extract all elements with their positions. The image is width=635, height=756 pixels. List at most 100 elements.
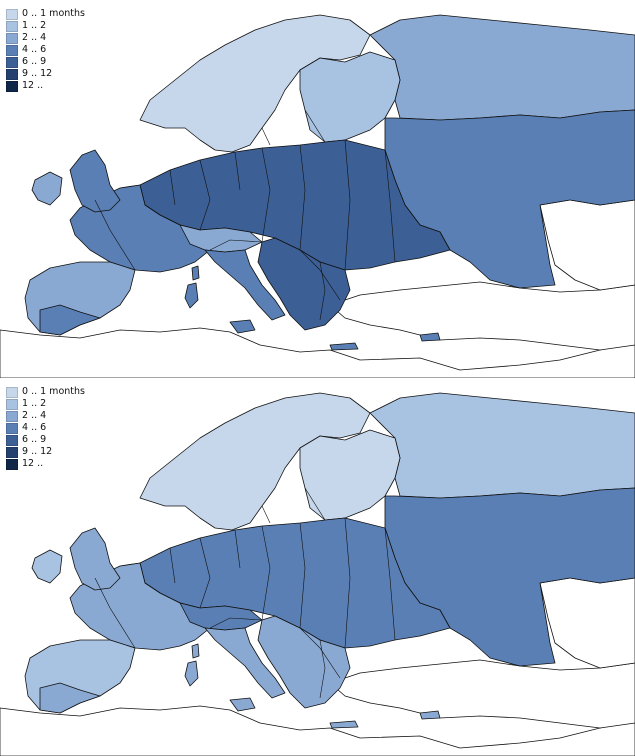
- cyprus-island: [419, 710, 441, 720]
- north-africa: [0, 327, 635, 378]
- region-italy: [204, 627, 286, 699]
- turkey-middle-east: [329, 659, 635, 729]
- crete-island: [329, 720, 359, 729]
- country-border: [299, 144, 306, 251]
- country-border: [94, 199, 136, 271]
- sardinia-island: [184, 282, 199, 309]
- region-russia-north: [369, 392, 635, 499]
- country-border: [119, 184, 141, 189]
- region-ireland: [31, 171, 63, 206]
- legend-item: 1 .. 2: [6, 398, 85, 410]
- legend-swatch: [6, 20, 18, 32]
- legend-swatch: [6, 446, 18, 458]
- country-border: [344, 139, 351, 271]
- legend-swatch: [6, 422, 18, 434]
- country-border: [384, 527, 396, 641]
- country-border: [304, 109, 326, 143]
- region-balkans: [257, 615, 351, 709]
- cyprus-island: [419, 332, 441, 342]
- legend-label: 0 .. 1 months: [22, 386, 85, 397]
- north-africa: [0, 705, 635, 756]
- legend-label: 6 .. 9: [22, 56, 47, 67]
- legend-label: 1 .. 2: [22, 398, 47, 409]
- sicily-island: [229, 697, 256, 712]
- turkey-middle-east: [329, 281, 635, 351]
- region-finland-baltic: [299, 429, 401, 521]
- legend-label: 12 ..: [22, 458, 44, 469]
- country-border: [234, 529, 241, 569]
- legend-label: 9 .. 12: [22, 68, 53, 79]
- legend-item: 4 .. 6: [6, 422, 85, 434]
- crete-island: [329, 342, 359, 351]
- europe-map: [0, 14, 635, 378]
- region-alps: [179, 224, 263, 253]
- region-uk: [69, 149, 121, 213]
- country-border: [144, 204, 181, 226]
- legend-label: 4 .. 6: [22, 44, 47, 55]
- legend-item: 2 .. 4: [6, 32, 85, 44]
- country-border: [199, 159, 211, 231]
- legend-item: 12 ..: [6, 458, 85, 470]
- legend-label: 2 .. 4: [22, 32, 47, 43]
- region-iberia-south: [39, 304, 101, 336]
- country-border: [261, 505, 271, 524]
- region-alps: [179, 602, 263, 631]
- legend-swatch: [6, 386, 18, 398]
- country-border: [234, 151, 241, 191]
- region-ireland: [31, 549, 63, 584]
- legend-label: 1 .. 2: [22, 20, 47, 31]
- legend-label: 4 .. 6: [22, 422, 47, 433]
- legend-item: 4 .. 6: [6, 44, 85, 56]
- legend-item: 6 .. 9: [6, 56, 85, 68]
- legend-item: 1 .. 2: [6, 20, 85, 32]
- caucasus-central-asia: [539, 577, 635, 669]
- sardinia-island: [184, 660, 199, 687]
- country-border: [319, 639, 326, 699]
- legend-swatch: [6, 458, 18, 470]
- country-border: [199, 537, 211, 609]
- legend-swatch: [6, 434, 18, 446]
- legend-item: 0 .. 1 months: [6, 8, 85, 20]
- legend-swatch: [6, 68, 18, 80]
- legend-item: 9 .. 12: [6, 68, 85, 80]
- legend-label: 9 .. 12: [22, 446, 53, 457]
- country-border: [299, 627, 341, 679]
- country-border: [209, 617, 263, 629]
- country-border: [384, 149, 396, 263]
- legend-item: 12 ..: [6, 80, 85, 92]
- country-border: [261, 147, 271, 243]
- country-border: [119, 562, 141, 567]
- country-border: [304, 487, 326, 521]
- country-border: [299, 522, 306, 629]
- legend-swatch: [6, 32, 18, 44]
- caucasus-central-asia: [539, 199, 635, 291]
- region-russia-north: [369, 14, 635, 121]
- europe-map: [0, 392, 635, 756]
- country-border: [144, 582, 181, 604]
- legend-swatch: [6, 56, 18, 68]
- country-border: [94, 577, 136, 649]
- region-balkans: [257, 237, 351, 331]
- legend-item: 0 .. 1 months: [6, 386, 85, 398]
- corsica-island: [191, 265, 200, 281]
- legend-label: 0 .. 1 months: [22, 8, 85, 19]
- region-scandinavia: [139, 14, 371, 153]
- sicily-island: [229, 319, 256, 334]
- legend-item: 2 .. 4: [6, 410, 85, 422]
- region-scandinavia: [139, 392, 371, 531]
- legend-swatch: [6, 398, 18, 410]
- legend-label: 2 .. 4: [22, 410, 47, 421]
- legend-swatch: [6, 80, 18, 92]
- legend-label: 12 ..: [22, 80, 44, 91]
- country-border: [299, 249, 341, 301]
- region-italy: [204, 249, 286, 321]
- legend-swatch: [6, 8, 18, 20]
- country-border: [261, 525, 271, 621]
- country-border: [261, 127, 271, 146]
- legend-swatch: [6, 44, 18, 56]
- region-uk: [69, 527, 121, 591]
- country-border: [169, 547, 176, 584]
